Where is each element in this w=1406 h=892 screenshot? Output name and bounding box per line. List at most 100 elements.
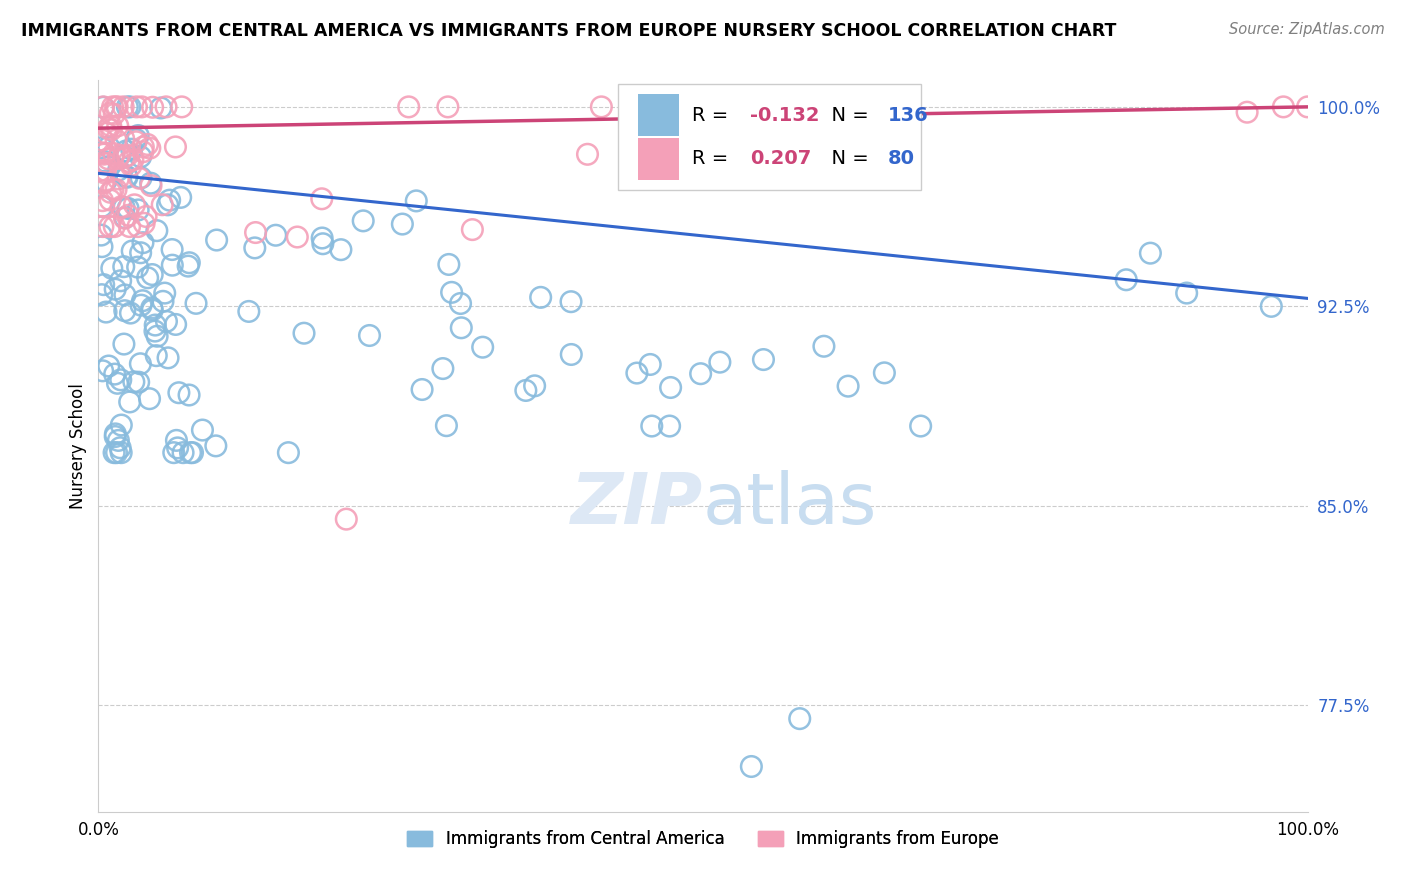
Point — [139, 176, 162, 190]
Point — [136, 137, 159, 152]
Point — [312, 236, 335, 251]
Point — [143, 318, 166, 332]
Point — [813, 339, 835, 353]
Point — [591, 100, 613, 114]
Point — [238, 304, 260, 318]
Point — [132, 235, 155, 250]
Point — [179, 256, 201, 270]
Point — [432, 361, 454, 376]
Point — [118, 154, 141, 169]
Point — [138, 392, 160, 406]
Point — [120, 306, 142, 320]
Point — [110, 445, 132, 459]
Point — [117, 202, 139, 216]
Point — [98, 193, 121, 207]
Point — [141, 303, 163, 318]
Legend: Immigrants from Central America, Immigrants from Europe: Immigrants from Central America, Immigra… — [401, 823, 1005, 855]
Point — [129, 170, 152, 185]
Point — [127, 202, 149, 217]
Point — [450, 320, 472, 334]
Point — [157, 351, 180, 365]
Point — [515, 384, 537, 398]
Point — [139, 141, 162, 155]
Point — [166, 441, 188, 455]
Point — [129, 357, 152, 371]
Point — [112, 100, 135, 114]
Point — [122, 153, 145, 167]
Point — [311, 192, 333, 206]
Point — [93, 146, 115, 161]
Point — [405, 194, 427, 208]
Point — [910, 419, 932, 434]
Point — [159, 193, 181, 207]
Point — [107, 151, 129, 165]
Point — [108, 441, 131, 455]
Point — [90, 200, 112, 214]
Point — [98, 219, 121, 234]
Point — [359, 328, 381, 343]
Point — [93, 176, 115, 190]
Point — [115, 169, 138, 184]
Point — [659, 380, 682, 394]
Point — [311, 231, 333, 245]
Point — [277, 445, 299, 459]
Point — [128, 375, 150, 389]
Point — [127, 128, 149, 143]
Point — [141, 268, 163, 282]
Point — [112, 201, 135, 215]
Point — [129, 150, 152, 164]
Point — [153, 286, 176, 301]
Point — [91, 100, 114, 114]
Point — [127, 260, 149, 274]
Text: Source: ZipAtlas.com: Source: ZipAtlas.com — [1229, 22, 1385, 37]
FancyBboxPatch shape — [638, 95, 679, 136]
Point — [104, 282, 127, 296]
Point — [104, 367, 127, 381]
Point — [398, 100, 420, 114]
Point — [149, 101, 172, 115]
Point — [114, 303, 136, 318]
Point — [141, 301, 163, 315]
Point — [162, 258, 184, 272]
Point — [169, 190, 191, 204]
Point — [114, 211, 136, 226]
Point — [115, 144, 138, 158]
Point — [103, 445, 125, 459]
Point — [93, 166, 115, 180]
Text: 136: 136 — [889, 106, 929, 125]
Point — [125, 100, 148, 114]
Point — [125, 133, 148, 147]
Point — [91, 240, 114, 254]
Point — [638, 358, 661, 372]
Point — [93, 156, 115, 170]
Point — [143, 324, 166, 338]
Point — [131, 100, 153, 114]
Point — [165, 318, 187, 332]
Point — [104, 426, 127, 441]
Point — [100, 122, 122, 136]
Text: 80: 80 — [889, 149, 915, 169]
Point — [120, 158, 142, 172]
Point — [112, 131, 135, 145]
Point — [335, 512, 357, 526]
Point — [89, 163, 111, 178]
Text: 0.207: 0.207 — [751, 149, 811, 169]
Point — [100, 119, 122, 133]
Point — [1175, 286, 1198, 301]
Point — [118, 395, 141, 409]
Point — [641, 419, 664, 434]
Point — [1139, 246, 1161, 260]
Point — [97, 140, 120, 154]
Point — [107, 434, 129, 448]
Point — [127, 219, 149, 234]
Point — [91, 219, 114, 234]
Y-axis label: Nursery School: Nursery School — [69, 383, 87, 509]
Point — [117, 148, 139, 162]
Point — [93, 277, 115, 292]
Point — [101, 100, 124, 114]
Point — [135, 210, 157, 224]
Point — [105, 445, 128, 459]
Point — [105, 182, 128, 196]
Point — [134, 216, 156, 230]
Point — [740, 759, 762, 773]
